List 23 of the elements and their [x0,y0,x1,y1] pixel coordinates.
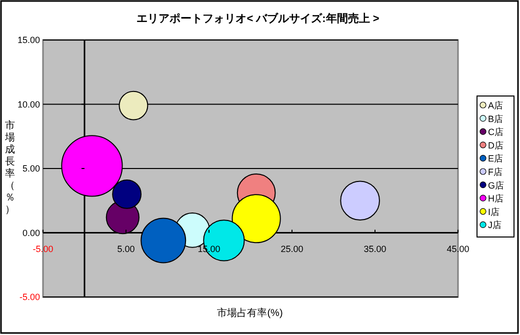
legend-label: I店 [488,206,500,217]
x-tick-label: -5.00 [32,244,54,254]
y-axis-title: 市場成長率（％） [4,120,15,216]
x-tick-label: 45.00 [446,244,470,254]
chart-title: エリアポートフォリオ< バブルサイズ:年間売上 > [136,12,380,25]
legend-label: F店 [488,167,502,177]
legend-label: J店 [488,220,502,230]
legend-label: C店 [488,127,504,138]
legend-label: H店 [488,194,504,204]
legend-label: B店 [488,114,504,124]
x-axis-title: 市場占有率(%) [217,307,283,319]
y-tick-label: 0.00 [22,228,40,238]
x-tick-label: 35.00 [364,244,386,254]
y-tick-label: -5.00 [19,292,40,302]
y-tick-label: 10.00 [17,99,40,110]
legend-label: D店 [488,140,504,150]
x-tick-label: 25.00 [280,244,304,254]
legend-label: A店 [488,100,504,110]
x-tick-label: 5.00 [117,244,135,254]
legend-label: G店 [488,180,504,190]
legend-label: E店 [488,154,504,164]
y-tick-label: 5.00 [22,164,40,174]
y-tick-label: 15.00 [17,35,40,45]
